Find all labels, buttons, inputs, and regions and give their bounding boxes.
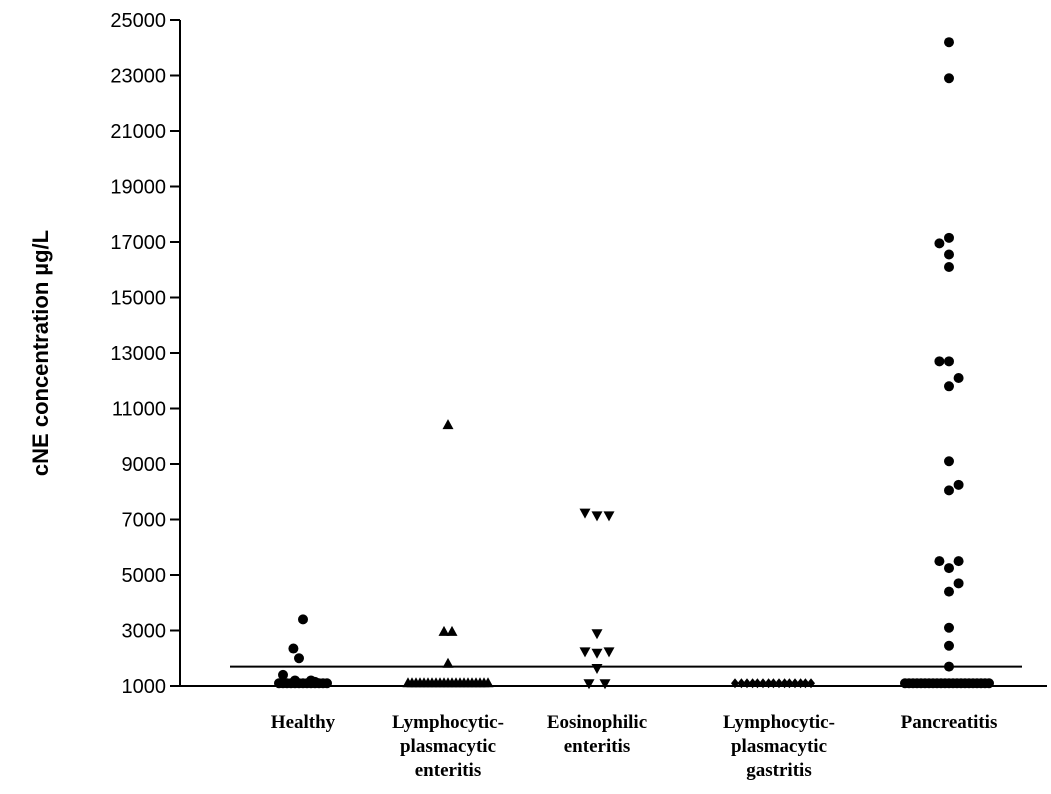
data-point: [288, 643, 299, 654]
data-point: [579, 508, 591, 519]
y-tick-label: 15000: [110, 288, 166, 310]
x-category-label: gastritis: [746, 760, 811, 781]
data-point: [801, 678, 810, 689]
data-point: [298, 614, 308, 625]
y-tick-label: 9000: [122, 454, 167, 476]
data-point: [953, 556, 964, 567]
data-point: [944, 586, 954, 597]
y-axis-ticks: 25000 23000 21000 19000 17000 15000 13000 11000…: [110, 10, 180, 698]
data-point: [807, 678, 815, 689]
data-point: [934, 356, 945, 367]
x-axis-categories: Healthy Lymphocytic-plasmacytic enteritis E…: [271, 712, 998, 781]
y-tick-label: 5000: [122, 565, 167, 587]
data-point: [944, 37, 954, 48]
data-point: [944, 249, 954, 260]
data-points: [274, 37, 994, 690]
data-point: [944, 232, 954, 243]
y-tick-label: 11000: [112, 399, 166, 421]
data-point: [579, 647, 591, 658]
data-point: [737, 678, 746, 689]
x-category-label: Eosinophilic: [547, 712, 647, 733]
data-point: [322, 678, 332, 689]
y-tick-label: 21000: [110, 121, 166, 143]
data-point: [780, 678, 789, 689]
x-category-label: plasmacytic: [400, 736, 496, 757]
data-point: [984, 678, 994, 689]
y-tick-label: 3000: [122, 621, 167, 643]
data-point: [753, 678, 762, 689]
data-point: [764, 678, 773, 689]
data-point: [769, 678, 778, 689]
data-point: [438, 625, 450, 636]
data-point: [944, 456, 954, 467]
data-point: [953, 372, 964, 383]
data-point: [290, 675, 300, 686]
data-point: [442, 657, 454, 668]
data-point: [953, 479, 964, 490]
data-point: [944, 485, 954, 496]
x-category-label: Healthy: [271, 712, 336, 733]
x-category-label: Lymphocytic-: [723, 712, 835, 733]
y-tick-label: 17000: [110, 232, 166, 254]
y-tick-label: 23000: [110, 66, 166, 88]
data-point: [944, 73, 954, 84]
data-point: [944, 661, 954, 672]
data-point: [743, 678, 751, 689]
data-point: [603, 647, 615, 658]
y-tick-label: 13000: [110, 343, 166, 365]
data-point: [944, 640, 954, 651]
data-point: [944, 261, 954, 272]
data-point: [944, 356, 954, 367]
y-axis-title: cNE concentration µg/L: [28, 230, 53, 476]
y-tick-label: 7000: [122, 510, 167, 532]
data-point: [944, 381, 954, 392]
data-point: [785, 678, 794, 689]
data-point: [953, 578, 964, 589]
data-point: [791, 678, 799, 689]
data-point: [934, 238, 945, 249]
data-point: [796, 678, 805, 689]
data-point: [944, 622, 954, 633]
x-category-label: Lymphocytic-: [392, 712, 504, 733]
data-point: [591, 629, 603, 640]
x-category-label: plasmacytic: [731, 736, 827, 757]
data-point: [731, 678, 739, 689]
data-point: [591, 511, 603, 522]
data-point: [599, 679, 611, 690]
data-point: [591, 663, 603, 674]
data-point: [934, 556, 945, 567]
x-category-label: enteritis: [415, 760, 481, 781]
data-point: [591, 648, 603, 659]
data-point: [944, 563, 954, 574]
y-tick-label: 1000: [122, 676, 167, 698]
y-tick-label: 19000: [110, 177, 166, 199]
data-point: [775, 678, 783, 689]
data-point: [482, 677, 494, 688]
data-point: [294, 653, 304, 664]
data-point: [748, 678, 757, 689]
data-point: [446, 625, 458, 636]
data-point: [583, 679, 595, 690]
y-tick-label: 25000: [110, 10, 166, 32]
data-point: [310, 676, 320, 687]
x-category-label: Pancreatitis: [901, 712, 998, 733]
data-point: [442, 419, 454, 430]
data-point: [603, 511, 615, 522]
data-point: [759, 678, 767, 689]
data-point: [278, 669, 288, 680]
x-category-label: enteritis: [564, 736, 630, 757]
